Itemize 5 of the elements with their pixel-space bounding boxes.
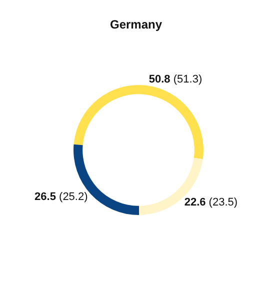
- chart-title: Germany: [110, 18, 162, 32]
- data-label: 50.8 (51.3): [148, 74, 202, 86]
- data-label: 22.6 (23.5): [184, 196, 238, 208]
- donut-slice: [74, 85, 204, 160]
- data-label: 26.5 (25.2): [34, 190, 88, 203]
